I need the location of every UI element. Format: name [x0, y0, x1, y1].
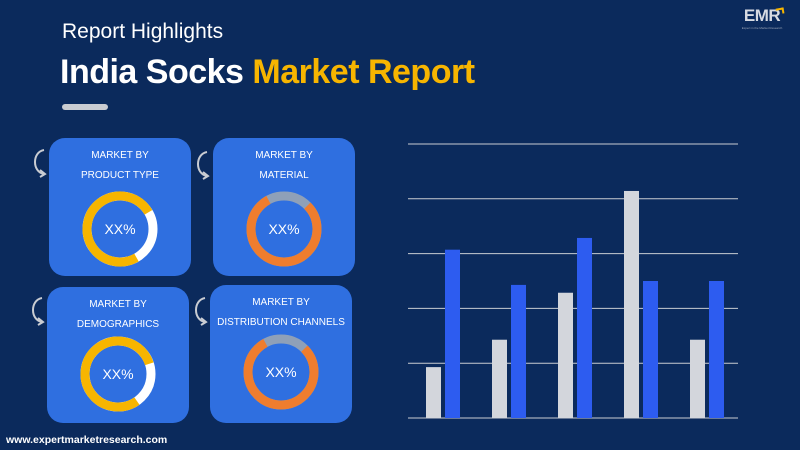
donut-ring [243, 334, 319, 410]
emr-logo: EMR Expert in the Market Research [740, 6, 785, 40]
bar-series2-1 [445, 249, 460, 418]
title-part-1: India Socks [60, 53, 244, 91]
donut-ring [246, 191, 322, 267]
title-underline [62, 104, 108, 110]
curl-arrow-icon [34, 149, 47, 178]
card-distribution-channels: MARKET BY DISTRIBUTION CHANNELS XX% [210, 285, 352, 423]
card-label: MARKET BY DEMOGRAPHICS [76, 299, 160, 330]
card-label: MARKET BY MATERIAL [255, 150, 313, 181]
card-label: MARKET BY PRODUCT TYPE [81, 150, 159, 181]
report-title: India Socks Market Report [60, 53, 475, 92]
donut-ring [82, 191, 158, 267]
card-label: MARKET BY DISTRIBUTION CHANNELS [217, 297, 345, 328]
bar-series1-1 [426, 367, 441, 418]
donut-ring [80, 336, 156, 412]
logo-text: EMR [743, 6, 781, 25]
bar-series1-2 [492, 339, 507, 418]
footer-url: www.expertmarketresearch.com [6, 434, 168, 446]
card-value: XX% [104, 221, 136, 237]
title-part-2: Market Report [252, 53, 475, 91]
bar-series2-3 [577, 237, 592, 418]
card-demographics: MARKET BY DEMOGRAPHICS XX% [47, 287, 189, 423]
bar-series2-4 [643, 281, 658, 418]
bar-chart [408, 143, 738, 419]
card-value: XX% [265, 364, 297, 380]
curl-arrow-icon [197, 151, 210, 180]
curl-arrow-icon [195, 297, 208, 326]
bar-series1-4 [624, 190, 639, 418]
card-product-type: MARKET BY PRODUCT TYPE XX% [49, 138, 191, 276]
bar-series1-5 [690, 339, 705, 418]
bar-series1-3 [558, 292, 573, 418]
report-subtitle: Report Highlights [62, 20, 224, 43]
curl-arrow-icon [32, 297, 45, 326]
card-material: MARKET BY MATERIAL XX% [213, 138, 355, 276]
card-value: XX% [102, 366, 134, 382]
logo-tagline: Expert in the Market Research [741, 26, 783, 30]
bar-series2-2 [511, 284, 526, 418]
card-value: XX% [268, 221, 300, 237]
bar-series2-5 [709, 281, 724, 418]
